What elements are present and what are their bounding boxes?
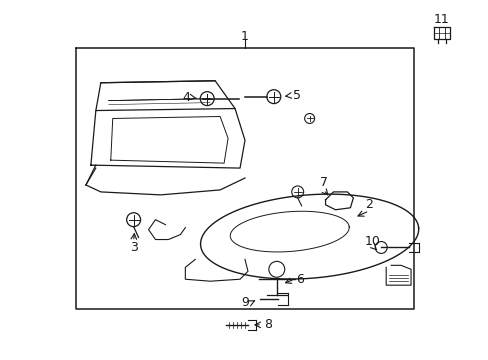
Text: 10: 10 — [364, 235, 380, 248]
Text: 5: 5 — [292, 89, 300, 102]
Text: 1: 1 — [241, 30, 248, 42]
Text: 6: 6 — [295, 273, 303, 286]
Text: 11: 11 — [433, 13, 449, 26]
Text: 2: 2 — [365, 198, 372, 211]
Text: 3: 3 — [129, 241, 137, 254]
Text: 9: 9 — [241, 296, 248, 309]
Text: 7: 7 — [319, 176, 327, 189]
Text: 8: 8 — [264, 318, 271, 331]
Text: 4: 4 — [182, 91, 190, 104]
